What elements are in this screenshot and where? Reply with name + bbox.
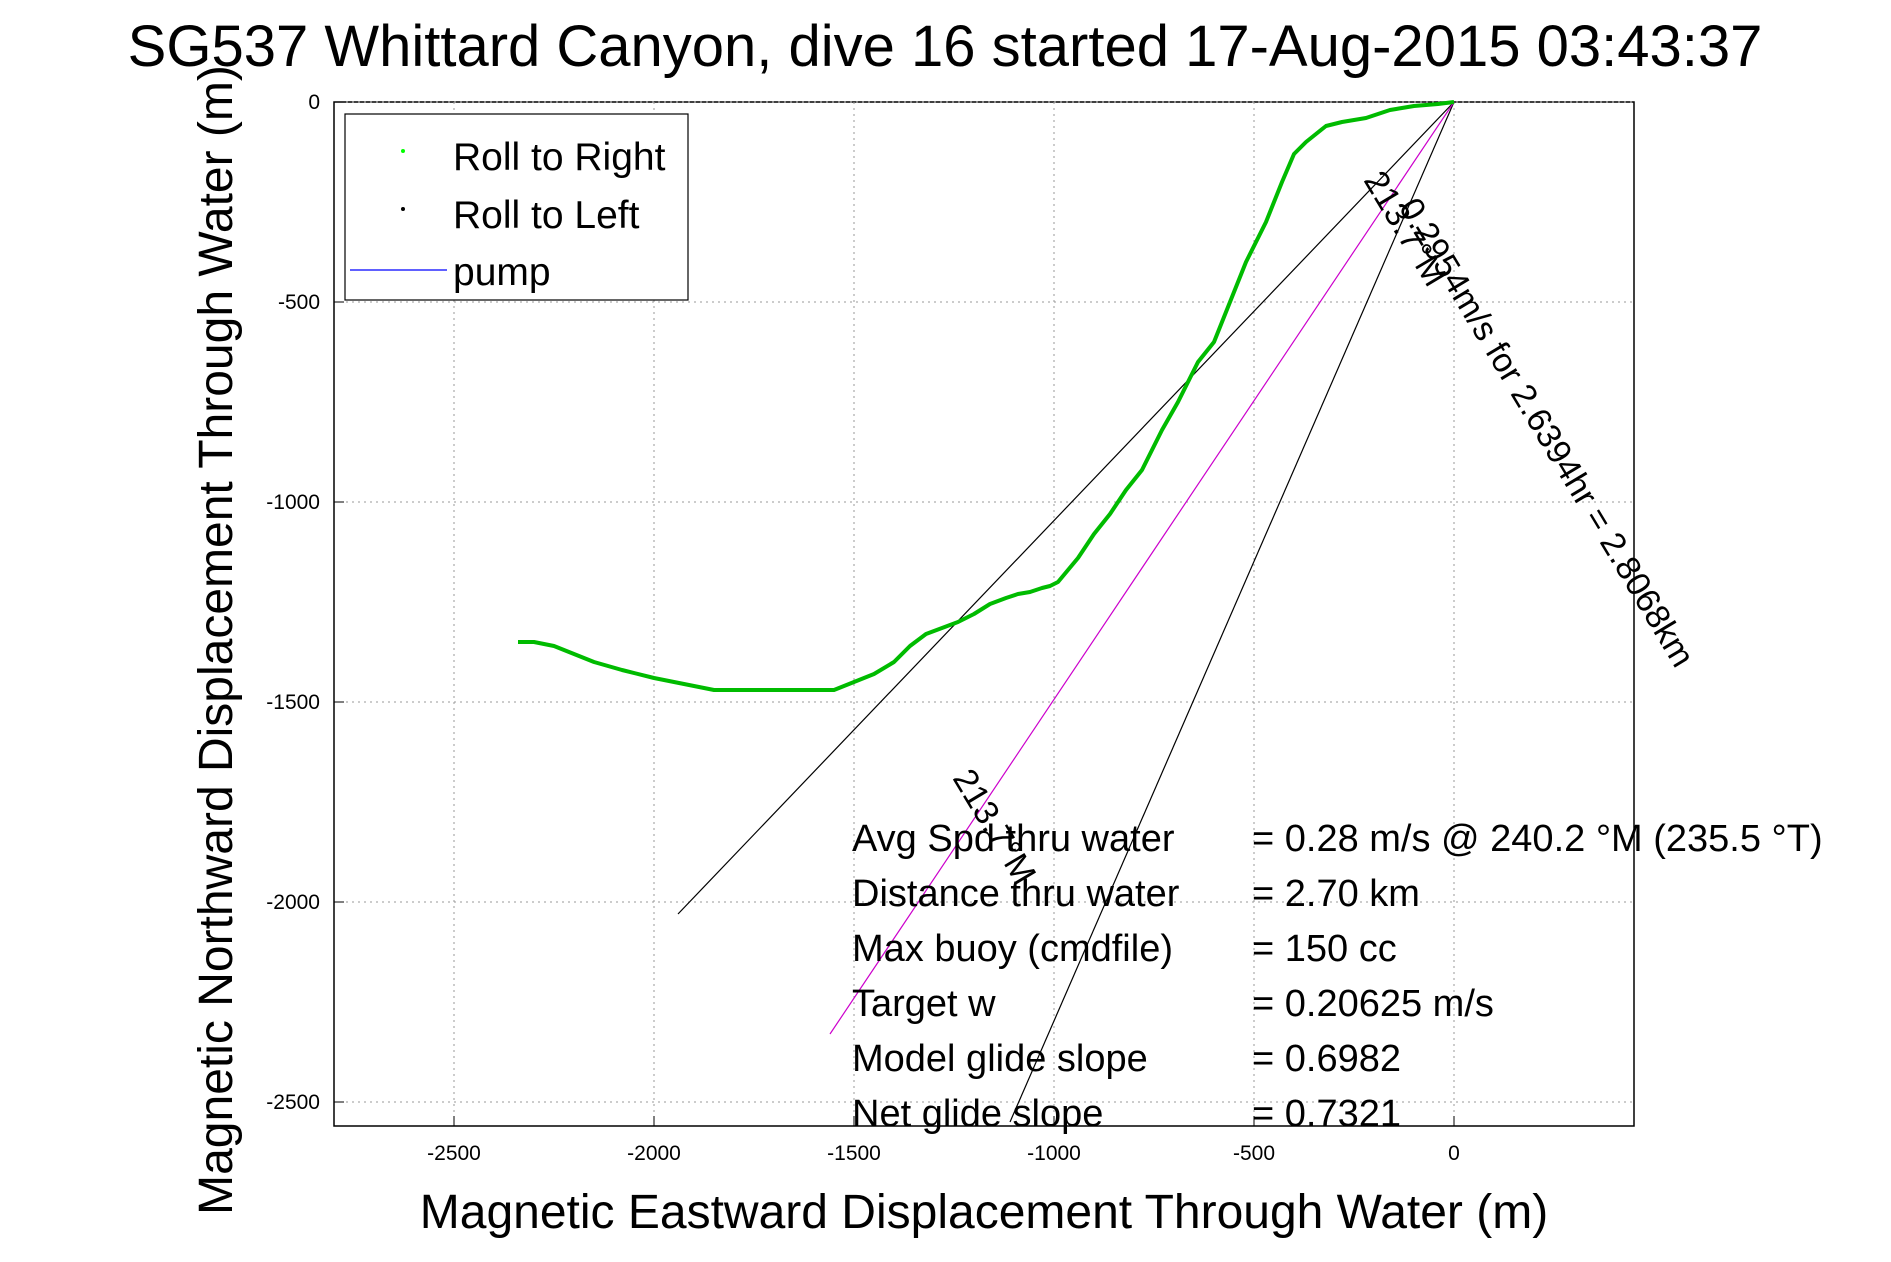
y-tick-label: -2500 — [266, 1091, 320, 1114]
legend-label-pump: pump — [453, 251, 551, 294]
stat-label-target-w: Target w — [852, 983, 996, 1025]
y-tick-label: 0 — [308, 91, 320, 114]
y-tick-label: -2000 — [266, 891, 320, 914]
stat-value-target-w: = 0.20625 m/s — [1252, 983, 1494, 1025]
legend-box — [344, 113, 689, 301]
x-tick-labels: -2500 -2000 -1500 -1000 -500 0 — [427, 1142, 1460, 1165]
stat-label-net-glide: Net glide slope — [852, 1093, 1103, 1135]
y-tick-label: -1500 — [266, 691, 320, 714]
reference-line — [829, 101, 1455, 1035]
series-line — [518, 100, 1455, 692]
stat-label-model-glide: Model glide slope — [852, 1038, 1148, 1080]
reference-line — [677, 101, 1455, 915]
x-tick-label: -2500 — [427, 1142, 481, 1165]
x-axis-label: Magnetic Eastward Displacement Through W… — [420, 1186, 1548, 1239]
x-tick-label: 0 — [1448, 1142, 1460, 1165]
stats-block: Avg Spd thru water = 0.28 m/s @ 240.2 °M… — [852, 818, 1823, 1135]
stat-label-max-buoy: Max buoy (cmdfile) — [852, 928, 1173, 970]
x-tick-label: -2000 — [627, 1142, 681, 1165]
stat-label-avg-speed: Avg Spd thru water — [852, 818, 1175, 860]
stat-value-model-glide: = 0.6982 — [1252, 1038, 1401, 1080]
y-tick-labels: 0 -500 -1000 -1500 -2000 -2500 — [266, 91, 320, 1114]
legend-label-roll-right: Roll to Right — [453, 136, 666, 179]
reference-line — [1009, 101, 1455, 1123]
x-tick-label: -1000 — [1027, 1142, 1081, 1165]
stat-value-distance: = 2.70 km — [1252, 873, 1420, 915]
legend-label-roll-left: Roll to Left — [453, 194, 640, 237]
stat-value-avg-speed: = 0.28 m/s @ 240.2 °M (235.5 °T) — [1252, 818, 1823, 860]
x-tick-label: -1500 — [827, 1142, 881, 1165]
y-tick-label: -500 — [278, 291, 320, 314]
stat-value-max-buoy: = 150 cc — [1252, 928, 1397, 970]
y-tick-label: -1000 — [266, 491, 320, 514]
legend: Roll to Right Roll to Left pump — [344, 113, 689, 301]
legend-marker-roll-left — [401, 207, 405, 211]
series — [518, 100, 1455, 692]
x-tick-label: -500 — [1233, 1142, 1275, 1165]
chart-title: SG537 Whittard Canyon, dive 16 started 1… — [128, 14, 1763, 79]
y-axis-label: Magnetic Northward Displacement Through … — [190, 65, 243, 1215]
legend-marker-roll-right — [401, 149, 405, 153]
grid — [334, 101, 1634, 1126]
stat-value-net-glide: = 0.7321 — [1252, 1093, 1401, 1135]
reference-lines — [677, 101, 1455, 1123]
stat-label-distance: Distance thru water — [852, 873, 1180, 915]
